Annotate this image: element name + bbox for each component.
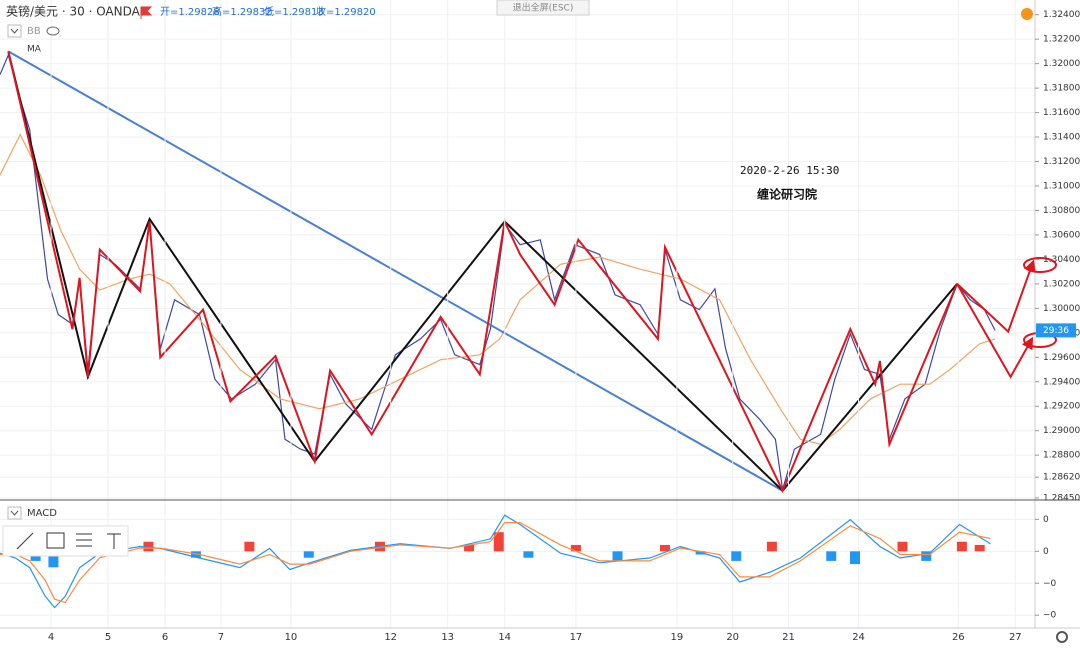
y-tick-label: 1.32400 xyxy=(1043,10,1080,20)
y-tick-label: 1.30200 xyxy=(1043,279,1080,289)
y-tick-label: 1.31000 xyxy=(1043,181,1080,191)
alert-icon[interactable] xyxy=(1021,8,1033,20)
bb-label: BB xyxy=(27,26,41,37)
tool-rect[interactable] xyxy=(46,532,65,549)
exit-label[interactable]: 退出全屏(ESC) xyxy=(513,2,574,14)
y-tick-label: 1.32000 xyxy=(1043,59,1080,69)
x-tick-label: 4 xyxy=(48,632,54,643)
tool-line[interactable] xyxy=(16,532,34,550)
histogram-bar xyxy=(731,551,742,561)
drawing-toolbar xyxy=(2,525,129,557)
y-tick-label: 1.28800 xyxy=(1043,451,1080,461)
y-tick-label: 1.29400 xyxy=(1043,377,1080,387)
x-tick-label: 21 xyxy=(782,632,795,643)
y-tick-label: 1.31800 xyxy=(1043,84,1080,94)
drawing-line xyxy=(7,50,784,492)
histogram-bar xyxy=(523,551,534,558)
tool-fib[interactable] xyxy=(76,533,92,547)
histogram-bar xyxy=(48,551,59,568)
y-tick-label: 1.30400 xyxy=(1043,255,1080,265)
exit-button[interactable] xyxy=(496,0,590,16)
y-tick-label: 0 xyxy=(1043,547,1049,557)
y-tick-label: 1.30000 xyxy=(1043,304,1080,314)
settings-icon[interactable] xyxy=(1056,631,1068,643)
x-tick-label: 13 xyxy=(441,632,454,643)
y-tick-label: 1.29000 xyxy=(1043,426,1080,436)
y-tick-label: −0 xyxy=(1043,611,1057,621)
histogram-bar xyxy=(303,551,314,558)
histogram-bar xyxy=(897,541,908,552)
y-tick-label: 1.31600 xyxy=(1043,108,1080,118)
price-tag xyxy=(1036,323,1076,338)
histogram-bar xyxy=(493,532,504,552)
histogram-bar xyxy=(612,551,623,561)
histogram-bar xyxy=(570,544,581,552)
histogram-bar xyxy=(244,541,255,552)
series-line xyxy=(0,522,991,604)
symbol: 英镑/美元 · 30 · OANDA xyxy=(6,4,141,19)
histogram-bar xyxy=(143,541,154,552)
plot-area xyxy=(0,0,1035,628)
x-tick-label: 26 xyxy=(952,632,965,643)
y-tick-label: 1.28620 xyxy=(1043,473,1080,483)
ohlc: 收=1.29820 xyxy=(316,5,376,18)
x-tick-label: 6 xyxy=(162,632,168,643)
drawing-line xyxy=(956,283,1034,379)
y-tick-label: 1.31400 xyxy=(1043,133,1080,143)
annotation: 缠论研习院 xyxy=(757,187,817,202)
histogram-bar xyxy=(464,544,475,552)
histogram-bar xyxy=(974,544,985,552)
x-tick-label: 27 xyxy=(1009,632,1022,643)
flag-icon xyxy=(140,6,153,19)
y-tick-label: 1.30600 xyxy=(1043,230,1080,240)
series-line xyxy=(0,133,996,445)
x-tick-label: 5 xyxy=(105,632,111,643)
x-tick-label: 20 xyxy=(726,632,739,643)
y-tick-label: 1.30800 xyxy=(1043,206,1080,216)
legend-label: MA xyxy=(27,45,42,55)
annotation: 2020-2-26 15:30 xyxy=(740,164,839,177)
macd-title: MACD xyxy=(27,508,57,519)
histogram-bar xyxy=(826,551,837,561)
countdown: 29:36 xyxy=(1043,326,1069,336)
x-tick-label: 7 xyxy=(218,632,224,643)
y-tick-label: 1.29600 xyxy=(1043,353,1080,363)
y-tick-label: 1.31200 xyxy=(1043,157,1080,167)
y-tick-label: 0 xyxy=(1043,515,1049,525)
x-tick-label: 12 xyxy=(384,632,397,643)
histogram-bar xyxy=(850,551,860,565)
ohlc: 低=1.29813 xyxy=(264,5,324,18)
y-tick-label: −0 xyxy=(1043,579,1057,589)
collapse-button[interactable] xyxy=(7,506,22,520)
x-tick-label: 24 xyxy=(852,632,865,643)
x-tick-label: 14 xyxy=(498,632,511,643)
y-tick-label: 1.29200 xyxy=(1043,402,1080,412)
ellipse-mark xyxy=(1023,257,1057,273)
ohlc: 高=1.29832 xyxy=(212,5,272,18)
y-tick-label: 1.28450 xyxy=(1043,494,1080,504)
eye-icon[interactable] xyxy=(46,26,60,36)
drawing-line xyxy=(7,51,959,494)
histogram-bar xyxy=(921,551,932,561)
x-tick-label: 10 xyxy=(285,632,298,643)
drawing-line xyxy=(956,259,1036,334)
tool-text[interactable] xyxy=(107,533,121,549)
x-tick-label: 19 xyxy=(671,632,684,643)
x-tick-label: 17 xyxy=(570,632,583,643)
histogram-bar xyxy=(766,541,777,552)
collapse-button[interactable] xyxy=(7,24,22,38)
histogram-bar xyxy=(660,544,670,552)
histogram-bar xyxy=(956,541,967,552)
y-tick-label: 1.32200 xyxy=(1043,35,1080,45)
ohlc: 开=1.29828 xyxy=(160,7,220,18)
